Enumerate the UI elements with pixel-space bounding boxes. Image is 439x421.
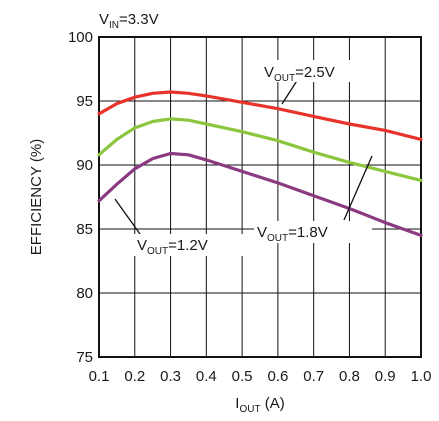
x-tick-label-2: 0.3: [160, 368, 181, 385]
x-tick-label-8: 0.9: [375, 368, 396, 385]
annotation-leaders: [114, 75, 373, 235]
annotation-vout-2v5: VOUT=2.5V: [264, 64, 335, 84]
y-tick-label-0: 75: [76, 349, 93, 366]
y-tick-label-5: 100: [68, 29, 93, 46]
x-tick-label-5: 0.6: [267, 368, 288, 385]
y-tick-label-2: 85: [76, 221, 93, 238]
y-tick-label-1: 80: [76, 285, 93, 302]
series-line-1: [97, 117, 423, 182]
x-tick-label-4: 0.5: [232, 368, 253, 385]
x-tick-label-7: 0.8: [339, 368, 360, 385]
x-axis-label: IOUT (A): [235, 395, 284, 415]
annotation-backing-1v2: [134, 234, 246, 256]
series-lines: [97, 90, 423, 237]
grid-lines: [98, 36, 422, 358]
y-tick-label-3: 90: [76, 157, 93, 174]
leader-line-1v2: [114, 198, 141, 235]
y-axis-label: EFFICIENCY (%): [28, 139, 45, 255]
x-tick-labels: 0.1 0.2 0.3 0.4 0.5 0.6 0.7 0.8 0.9 1.0: [89, 368, 432, 385]
x-tick-label-0: 0.1: [89, 368, 110, 385]
x-tick-label-3: 0.4: [196, 368, 217, 385]
y-tick-labels: 75 80 85 90 95 100: [68, 29, 93, 366]
series-line-0: [97, 90, 423, 141]
y-tick-label-4: 95: [76, 93, 93, 110]
annotation-vout-1v2: VOUT=1.2V: [137, 237, 208, 257]
annotation-backing-2v5: [262, 60, 374, 82]
x-tick-label-9: 1.0: [411, 368, 432, 385]
plot-frame: [98, 36, 422, 358]
x-tick-label-1: 0.2: [124, 368, 145, 385]
annotation-vout-1v8: VOUT=1.8V: [257, 224, 328, 244]
chart-header: VIN=3.3V: [99, 11, 159, 31]
annotation-backing-1v8: [254, 221, 372, 243]
x-tick-label-6: 0.7: [303, 368, 324, 385]
leader-line-1v8: [343, 155, 373, 221]
